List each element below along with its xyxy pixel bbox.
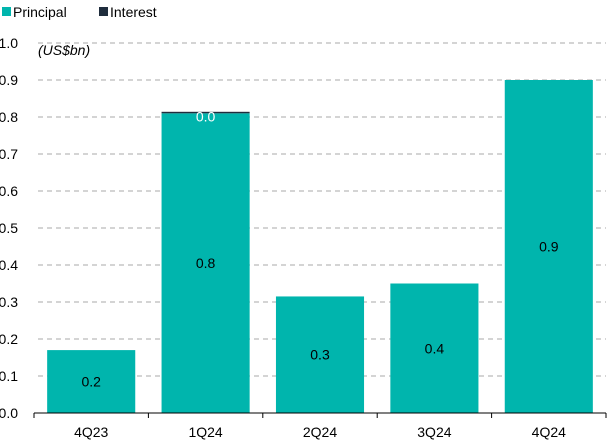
data-label-principal-4q23: 0.2 <box>81 374 101 390</box>
legend: Principal Interest <box>2 4 157 20</box>
legend-label-principal: Principal <box>13 4 67 20</box>
bar-principal-3q24 <box>390 283 479 413</box>
y-tick-label: 0.2 <box>0 331 18 347</box>
x-tick-label: 2Q24 <box>303 424 337 440</box>
y-tick-label: 0.6 <box>0 183 18 199</box>
y-tick-label: 0.0 <box>0 405 18 421</box>
y-tick-label: 0.7 <box>0 146 18 162</box>
bar-principal-1q24 <box>161 113 250 414</box>
bar-principal-2q24 <box>275 296 365 413</box>
data-label-principal-4q24: 0.9 <box>539 239 559 255</box>
x-tick-label: 4Q23 <box>74 424 108 440</box>
x-tick-label: 4Q24 <box>532 424 566 440</box>
x-tick-label: 3Q24 <box>417 424 451 440</box>
y-tick-label: 0.8 <box>0 109 18 125</box>
data-label-principal-3q24: 0.4 <box>425 340 445 356</box>
y-tick-label: 0.5 <box>0 220 18 236</box>
data-label-principal-1q24: 0.8 <box>196 255 216 271</box>
data-label-principal-2q24: 0.3 <box>310 347 330 363</box>
x-axis: 4Q23 1Q24 2Q24 3Q24 4Q24 <box>33 412 607 440</box>
bars: 0.2 0.8 0.0 0.3 0.4 0.9 <box>47 80 593 414</box>
unit-label: (US$bn) <box>38 42 90 58</box>
legend-swatch-interest <box>99 7 108 16</box>
y-tick-label: 0.4 <box>0 257 18 273</box>
legend-swatch-principal <box>2 7 11 16</box>
y-tick-label: 0.9 <box>0 72 18 88</box>
y-tick-label: 1.0 <box>0 35 18 51</box>
bar-principal-4q24 <box>504 80 593 413</box>
x-tick-label: 1Q24 <box>188 424 222 440</box>
y-axis: 0.0 0.1 0.2 0.3 0.4 0.5 0.6 0.7 0.8 0.9 1.0 <box>0 35 18 421</box>
bar-interest-1q24 <box>161 111 250 114</box>
y-tick-label: 0.1 <box>0 368 18 384</box>
y-tick-label: 0.3 <box>0 294 18 310</box>
bar-principal-4q23 <box>47 350 136 413</box>
data-label-interest-1q24: 0.0 <box>196 108 216 124</box>
legend-label-interest: Interest <box>110 4 157 20</box>
